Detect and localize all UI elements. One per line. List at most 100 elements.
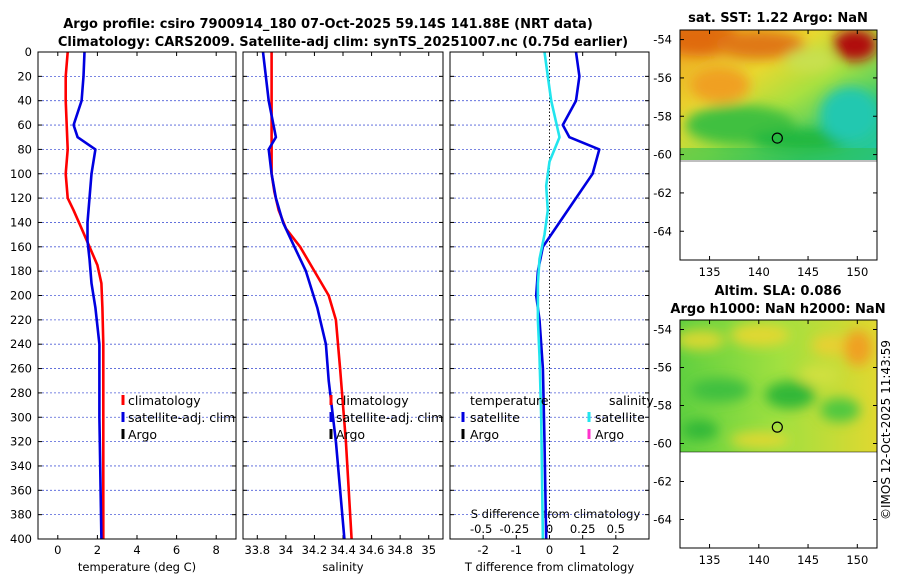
y-tick-label: 40	[17, 94, 32, 108]
map-x-tick-label: 145	[797, 553, 819, 567]
difference-panel: -2 -1 0 1 2 T difference from climatology S di…	[449, 51, 654, 574]
x-tick-label: 8	[213, 543, 220, 557]
map-y-tick-label: -60	[653, 148, 672, 162]
series-line-satellite-adj-clim	[72, 51, 103, 540]
figure-title-line1: Argo profile: csiro 7900914_180 07-Oct-2…	[63, 17, 593, 32]
map-x-tick-label: 140	[748, 265, 770, 279]
x-tick-label: 34.2	[302, 543, 328, 557]
y-tick-label: 140	[10, 215, 32, 229]
x-axis-label: T difference from climatology	[464, 560, 635, 574]
axes-frame	[242, 51, 444, 540]
top-x-tick-label: 0.5	[607, 522, 625, 536]
x-tick-label: 2	[612, 543, 619, 557]
top-x-tick-label: -0.25	[499, 522, 529, 536]
x-axis-label: temperature (deg C)	[78, 560, 196, 574]
series-line-temperature-satellite	[534, 51, 601, 540]
y-tick-label: 360	[10, 483, 32, 497]
legend-label: climatology	[336, 393, 409, 408]
sla-argo-marker	[771, 421, 783, 433]
sla-map-axes: -54 -56 -58 -60 -62 -64 135 140 145 150	[653, 320, 877, 567]
map-y-tick-label: -64	[653, 224, 672, 238]
map-x-tick-label: 150	[846, 553, 868, 567]
map-x-tick-label: 140	[748, 553, 770, 567]
y-tick-label: 60	[17, 118, 32, 132]
series-line-satellite-adj-clim	[261, 51, 346, 540]
y-tick-label: 120	[10, 191, 32, 205]
map-y-tick-label: -60	[653, 437, 672, 451]
legend-label: Argo	[336, 427, 365, 442]
top-x-tick-label: -0.5	[470, 522, 492, 536]
figure-title-line2: Climatology: CARS2009. Satellite-adj cli…	[58, 35, 628, 50]
legend-label: satellite-adj. clim	[128, 410, 235, 425]
map-y-tick-label: -56	[653, 71, 672, 85]
y-tick-label: 240	[10, 337, 32, 351]
sst-map-frame	[679, 29, 878, 261]
y-tick-label: 280	[10, 386, 32, 400]
axes-frame	[37, 51, 237, 540]
x-axis-label: salinity	[322, 560, 363, 574]
x-tick-label: 34.8	[387, 543, 413, 557]
y-tick-label: 260	[10, 362, 32, 376]
map-y-tick-label: -64	[653, 513, 672, 527]
sla-map-frame	[679, 319, 878, 549]
map-y-tick-label: -58	[653, 109, 672, 123]
x-tick-label: 0	[546, 543, 553, 557]
legend-label: Argo	[128, 427, 157, 442]
legend-label: satellite-adj. clim	[336, 410, 443, 425]
y-tick-label: 160	[10, 240, 32, 254]
series-line-climatology	[64, 51, 105, 539]
legend-title-temperature: temperature	[470, 393, 549, 408]
x-tick-label: 4	[133, 543, 140, 557]
legend-label: satellite	[470, 410, 520, 425]
map-x-tick-label: 135	[699, 553, 721, 567]
axes-frame	[449, 51, 650, 540]
y-tick-label: 400	[10, 532, 32, 546]
map-y-tick-label: -62	[653, 186, 672, 200]
x-tick-label: 33.8	[244, 543, 270, 557]
x-tick-label: 34.4	[330, 543, 356, 557]
x-tick-label: 2	[94, 543, 101, 557]
y-tick-label: 100	[10, 167, 32, 181]
series-line-climatology	[270, 52, 353, 540]
map-y-tick-label: -58	[653, 399, 672, 413]
x-tick-label: -2	[477, 543, 488, 557]
map-y-tick-label: -54	[653, 323, 672, 337]
sla-map: Altim. SLA: 0.086 Argo h1000: NaN h2000:…	[653, 284, 885, 567]
top-x-tick-label: 0.25	[570, 522, 596, 536]
credit-text: ©IMOS 12-Oct-2025 11:43:59	[879, 340, 893, 520]
sst-map-title: sat. SST: 1.22 Argo: NaN	[688, 11, 868, 26]
y-tick-label: 220	[10, 313, 32, 327]
sla-map-title-line1: Altim. SLA: 0.086	[715, 284, 842, 299]
series-line-salinity-satellite	[536, 51, 561, 540]
x-tick-label: 34.6	[359, 543, 385, 557]
y-tick-label: 380	[10, 508, 32, 522]
top-x-tick-label: 0	[546, 522, 553, 536]
sla-map-field	[680, 320, 877, 452]
legend-title-salinity: salinity	[609, 393, 654, 408]
y-tick-label: 180	[10, 264, 32, 278]
sst-map: sat. SST: 1.22 Argo: NaN -54 -56 -58 -60 -62…	[653, 11, 878, 279]
legend-label: climatology	[128, 393, 201, 408]
y-tick-label: 20	[17, 69, 32, 83]
x-tick-label: 35	[421, 543, 436, 557]
map-y-tick-label: -56	[653, 361, 672, 375]
x-tick-label: -1	[511, 543, 522, 557]
x-tick-label: 6	[173, 543, 180, 557]
map-x-tick-label: 135	[699, 265, 721, 279]
y-tick-label: 0	[25, 45, 32, 59]
x-tick-label: 34	[279, 543, 294, 557]
y-tick-label: 320	[10, 435, 32, 449]
map-y-tick-label: -62	[653, 475, 672, 489]
top-x-axis-label: S difference from climatology	[471, 507, 641, 521]
y-tick-label: 300	[10, 410, 32, 424]
sst-map-field	[680, 30, 877, 160]
salinity-panel: 33.8 34 34.2 34.4 34.6 34.8 35 salinity climatol…	[242, 51, 444, 574]
sst-map-axes: -54 -56 -58 -60 -62 -64 135 140 145 150	[653, 30, 877, 279]
x-tick-label: 0	[54, 543, 61, 557]
legend-label: Argo	[470, 427, 499, 442]
map-x-tick-label: 150	[846, 265, 868, 279]
map-y-tick-label: -54	[653, 33, 672, 47]
y-tick-label: 80	[17, 142, 32, 156]
map-x-tick-label: 145	[797, 265, 819, 279]
